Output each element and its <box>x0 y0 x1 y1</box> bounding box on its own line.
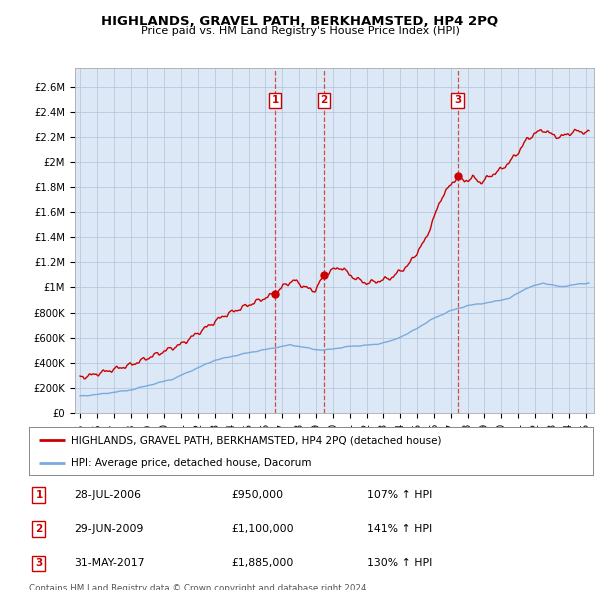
Text: £1,100,000: £1,100,000 <box>232 525 295 534</box>
Text: Contains HM Land Registry data © Crown copyright and database right 2024.
This d: Contains HM Land Registry data © Crown c… <box>29 584 369 590</box>
Text: Price paid vs. HM Land Registry's House Price Index (HPI): Price paid vs. HM Land Registry's House … <box>140 26 460 36</box>
Text: 31-MAY-2017: 31-MAY-2017 <box>74 559 145 568</box>
Text: HPI: Average price, detached house, Dacorum: HPI: Average price, detached house, Daco… <box>71 458 311 468</box>
Text: 107% ↑ HPI: 107% ↑ HPI <box>367 490 433 500</box>
Text: 3: 3 <box>454 96 461 106</box>
Text: 2: 2 <box>35 525 43 534</box>
Text: £1,885,000: £1,885,000 <box>232 559 294 568</box>
Text: 1: 1 <box>271 96 278 106</box>
Text: 130% ↑ HPI: 130% ↑ HPI <box>367 559 433 568</box>
Text: 3: 3 <box>35 559 43 568</box>
Text: 1: 1 <box>35 490 43 500</box>
Text: 29-JUN-2009: 29-JUN-2009 <box>74 525 143 534</box>
Text: HIGHLANDS, GRAVEL PATH, BERKHAMSTED, HP4 2PQ: HIGHLANDS, GRAVEL PATH, BERKHAMSTED, HP4… <box>101 15 499 28</box>
Text: 2: 2 <box>320 96 328 106</box>
Text: £950,000: £950,000 <box>232 490 284 500</box>
Text: HIGHLANDS, GRAVEL PATH, BERKHAMSTED, HP4 2PQ (detached house): HIGHLANDS, GRAVEL PATH, BERKHAMSTED, HP4… <box>71 435 442 445</box>
Text: 28-JUL-2006: 28-JUL-2006 <box>74 490 141 500</box>
Text: 141% ↑ HPI: 141% ↑ HPI <box>367 525 433 534</box>
